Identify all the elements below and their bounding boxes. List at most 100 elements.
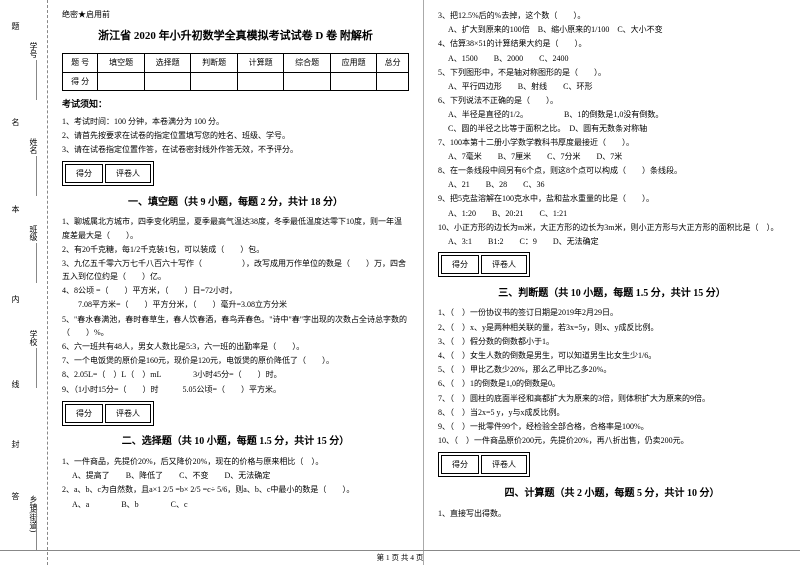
spine-label-town: 乡镇(街道) <box>28 495 39 532</box>
notice-head: 考试须知： <box>62 97 409 112</box>
scorer-box: 得分 评卷人 <box>62 401 154 426</box>
options: A、7毫米 B、7厘米 C、7分米 D、7米 <box>448 150 786 163</box>
options: A、21 B、28 C、36 <box>448 178 786 191</box>
td[interactable] <box>377 72 409 90</box>
options: A、半径是直径的1/2。 B、1的倒数是1,0没有倒数。 C、圆的半径之比等于面… <box>448 108 786 134</box>
q: 8、2.05L=（ ）L（ ）mL 3小时45分=（ ）时。 <box>62 368 409 381</box>
options: A、a B、b C、c <box>72 498 409 511</box>
scorer-name: 评卷人 <box>481 455 527 474</box>
content-columns: 绝密★启用前 浙江省 2020 年小升初数学全真模拟考试试卷 D 卷 附解析 题… <box>48 0 800 565</box>
q: 3、（ ）假分数的倒数都小于1。 <box>438 335 786 348</box>
spine-label-class: 班级 <box>28 225 39 241</box>
q: 4、估算38×51的计算结果大约是（ ）。 <box>438 37 786 50</box>
q: 7.08平方米=（ ）平方分米，（ ）毫升=3.08立方分米 <box>62 298 409 311</box>
q: 7、100本第十二册小学数学教科书厚度最接近（ ）。 <box>438 136 786 149</box>
th: 应用题 <box>330 54 377 72</box>
scorer-score: 得分 <box>441 255 479 274</box>
q: 10、（ ）一件商品原价200元，先提价20%，再八折出售，仍卖200元。 <box>438 434 786 447</box>
q: 2、（ ）x、y是两种相关联的量，若3x=5y，则x、y成反比例。 <box>438 321 786 334</box>
scorer-box: 得分 评卷人 <box>438 452 530 477</box>
q: 4、（ ）女生人数的倒数是男生，可以知道男生比女生少1/6。 <box>438 349 786 362</box>
q: 1、一件商品，先提价20%，后又降价20%，现在的价格与原来相比（ ）。 <box>62 455 409 468</box>
q: 7、（ ）圆柱的底面半径和高都扩大为原来的3倍，则体积扩大为原来的9倍。 <box>438 392 786 405</box>
td: 得 分 <box>63 72 98 90</box>
th: 题 号 <box>63 54 98 72</box>
spine-char: 封 <box>10 440 21 448</box>
q: 9、（1小时15分=（ ）时 5.05公顷=（ ）平方米。 <box>62 383 409 396</box>
q: 9、把5克盐溶解在100克水中，盐和盐水重量的比是（ ）。 <box>438 192 786 205</box>
binding-spine: 题 学号 名 姓名 本 班级 内 学校 线 封 答 乡镇(街道) <box>0 0 48 565</box>
score-table: 题 号 填空题 选择题 判断题 计算题 综合题 应用题 总分 得 分 <box>62 53 409 90</box>
spine-char: 答 <box>10 492 21 500</box>
exam-title: 浙江省 2020 年小升初数学全真模拟考试试卷 D 卷 附解析 <box>62 27 409 45</box>
q: 6、六一班共有48人，男女人数比是5:3，六一班的出勤率是（ ）。 <box>62 340 409 353</box>
scorer-score: 得分 <box>65 404 103 423</box>
spine-label-name: 姓名 <box>28 138 39 154</box>
left-column: 绝密★启用前 浙江省 2020 年小升初数学全真模拟考试试卷 D 卷 附解析 题… <box>48 0 424 565</box>
q: 3、把12.5%后的%去掉，这个数（ ）。 <box>438 9 786 22</box>
q: 5、下列图形中，不是轴对称图形的是（ ）。 <box>438 66 786 79</box>
spine-line <box>36 510 37 550</box>
td[interactable] <box>144 72 191 90</box>
options: A、扩大到原来的100倍 B、缩小原来的1/100 C、大小不变 <box>448 23 786 36</box>
scorer-box: 得分 评卷人 <box>438 252 530 277</box>
notice-item: 3、请在试卷指定位置作答，在试卷密封线外作答无效，不予评分。 <box>62 143 409 156</box>
q: 1、聊城属北方城市，四季变化明显，夏季最高气温达38度，冬季最低温度达零下10度… <box>62 215 409 241</box>
notice-item: 2、请首先按要求在试卷的指定位置填写您的姓名、班级、学号。 <box>62 129 409 142</box>
table-row: 得 分 <box>63 72 409 90</box>
spine-line <box>36 60 37 100</box>
scorer-score: 得分 <box>65 164 103 183</box>
q: 1、直接写出得数。 <box>438 507 786 520</box>
th: 填空题 <box>98 54 145 72</box>
page-root: 题 学号 名 姓名 本 班级 内 学校 线 封 答 乡镇(街道) 绝密★启用前 … <box>0 0 800 565</box>
th: 综合题 <box>284 54 331 72</box>
q: 1、（ ）一份协议书的签订日期是2019年2月29日。 <box>438 306 786 319</box>
options: A、平行四边形 B、射线 C、环形 <box>448 80 786 93</box>
spine-line <box>36 156 37 196</box>
q: 8、（ ）当2x=5 y，y与x成反比例。 <box>438 406 786 419</box>
spine-line <box>36 243 37 283</box>
scorer-name: 评卷人 <box>105 404 151 423</box>
options: A、1:20 B、20:21 C、1:21 <box>448 207 786 220</box>
td[interactable] <box>98 72 145 90</box>
td[interactable] <box>191 72 238 90</box>
td[interactable] <box>237 72 284 90</box>
section-calc-head: 四、计算题（共 2 小题，每题 5 分，共计 10 分） <box>438 486 786 503</box>
scorer-name: 评卷人 <box>481 255 527 274</box>
q: 9、（ ）一批零件99个，经检验全部合格，合格率是100%。 <box>438 420 786 433</box>
td[interactable] <box>330 72 377 90</box>
q: 2、a、b、c为自然数，且a×1 2/5 =b× 2/5 =c÷ 5/6，则a、… <box>62 483 409 496</box>
scorer-name: 评卷人 <box>105 164 151 183</box>
q: 2、有20千克糖，每1/2千克装1包，可以装成（ ）包。 <box>62 243 409 256</box>
secret-mark: 绝密★启用前 <box>62 8 409 21</box>
spine-line <box>36 348 37 388</box>
right-column: 3、把12.5%后的%去掉，这个数（ ）。 A、扩大到原来的100倍 B、缩小原… <box>424 0 800 565</box>
section-judge-head: 三、判断题（共 10 小题，每题 1.5 分，共计 15 分） <box>438 286 786 303</box>
scorer-score: 得分 <box>441 455 479 474</box>
spine-char: 内 <box>10 295 21 303</box>
td[interactable] <box>284 72 331 90</box>
q: 6、（ ）1的倒数是1,0的倒数是0。 <box>438 377 786 390</box>
options: A、3:1 B1:2 C：9 D、无法确定 <box>448 235 786 248</box>
q: 6、下列说法不正确的是（ ）。 <box>438 94 786 107</box>
spine-char: 名 <box>10 118 21 126</box>
spine-label-id: 学号 <box>28 42 39 58</box>
spine-label-school: 学校 <box>28 330 39 346</box>
q: 4、8公顷 =（ ）平方米，（ ）日=72小时， <box>62 284 409 297</box>
q: 8、在一条线段中间另有6个点，则这8个点可以构成（ ）条线段。 <box>438 164 786 177</box>
options: A、1500 B、2000 C、2400 <box>448 52 786 65</box>
th: 判断题 <box>191 54 238 72</box>
section-choice-head: 二、选择题（共 10 小题，每题 1.5 分，共计 15 分） <box>62 434 409 451</box>
q: 3、九亿五千零六万七千八百六十写作（ ），改写成用万作单位的数是（ ）万，四舍五… <box>62 257 409 283</box>
q: 5、"春水春满池，春时春草生，春人饮春酒，春鸟弄春色。"诗中"春"字出现的次数占… <box>62 313 409 339</box>
th: 总分 <box>377 54 409 72</box>
th: 计算题 <box>237 54 284 72</box>
q: 10、小正方形的边长为m米，大正方形的边长为3m米，则小正方形与大正方形的面积比… <box>438 221 786 234</box>
spine-char: 本 <box>10 205 21 213</box>
section-fill-head: 一、填空题（共 9 小题，每题 2 分，共计 18 分） <box>62 195 409 212</box>
q: 5、（ ）甲比乙数少20%，那么乙甲比乙多20%。 <box>438 363 786 376</box>
scorer-box: 得分 评卷人 <box>62 161 154 186</box>
table-row: 题 号 填空题 选择题 判断题 计算题 综合题 应用题 总分 <box>63 54 409 72</box>
th: 选择题 <box>144 54 191 72</box>
q: 7、一个电饭煲的原价是160元，现价是120元，电饭煲的原价降低了（ ）。 <box>62 354 409 367</box>
